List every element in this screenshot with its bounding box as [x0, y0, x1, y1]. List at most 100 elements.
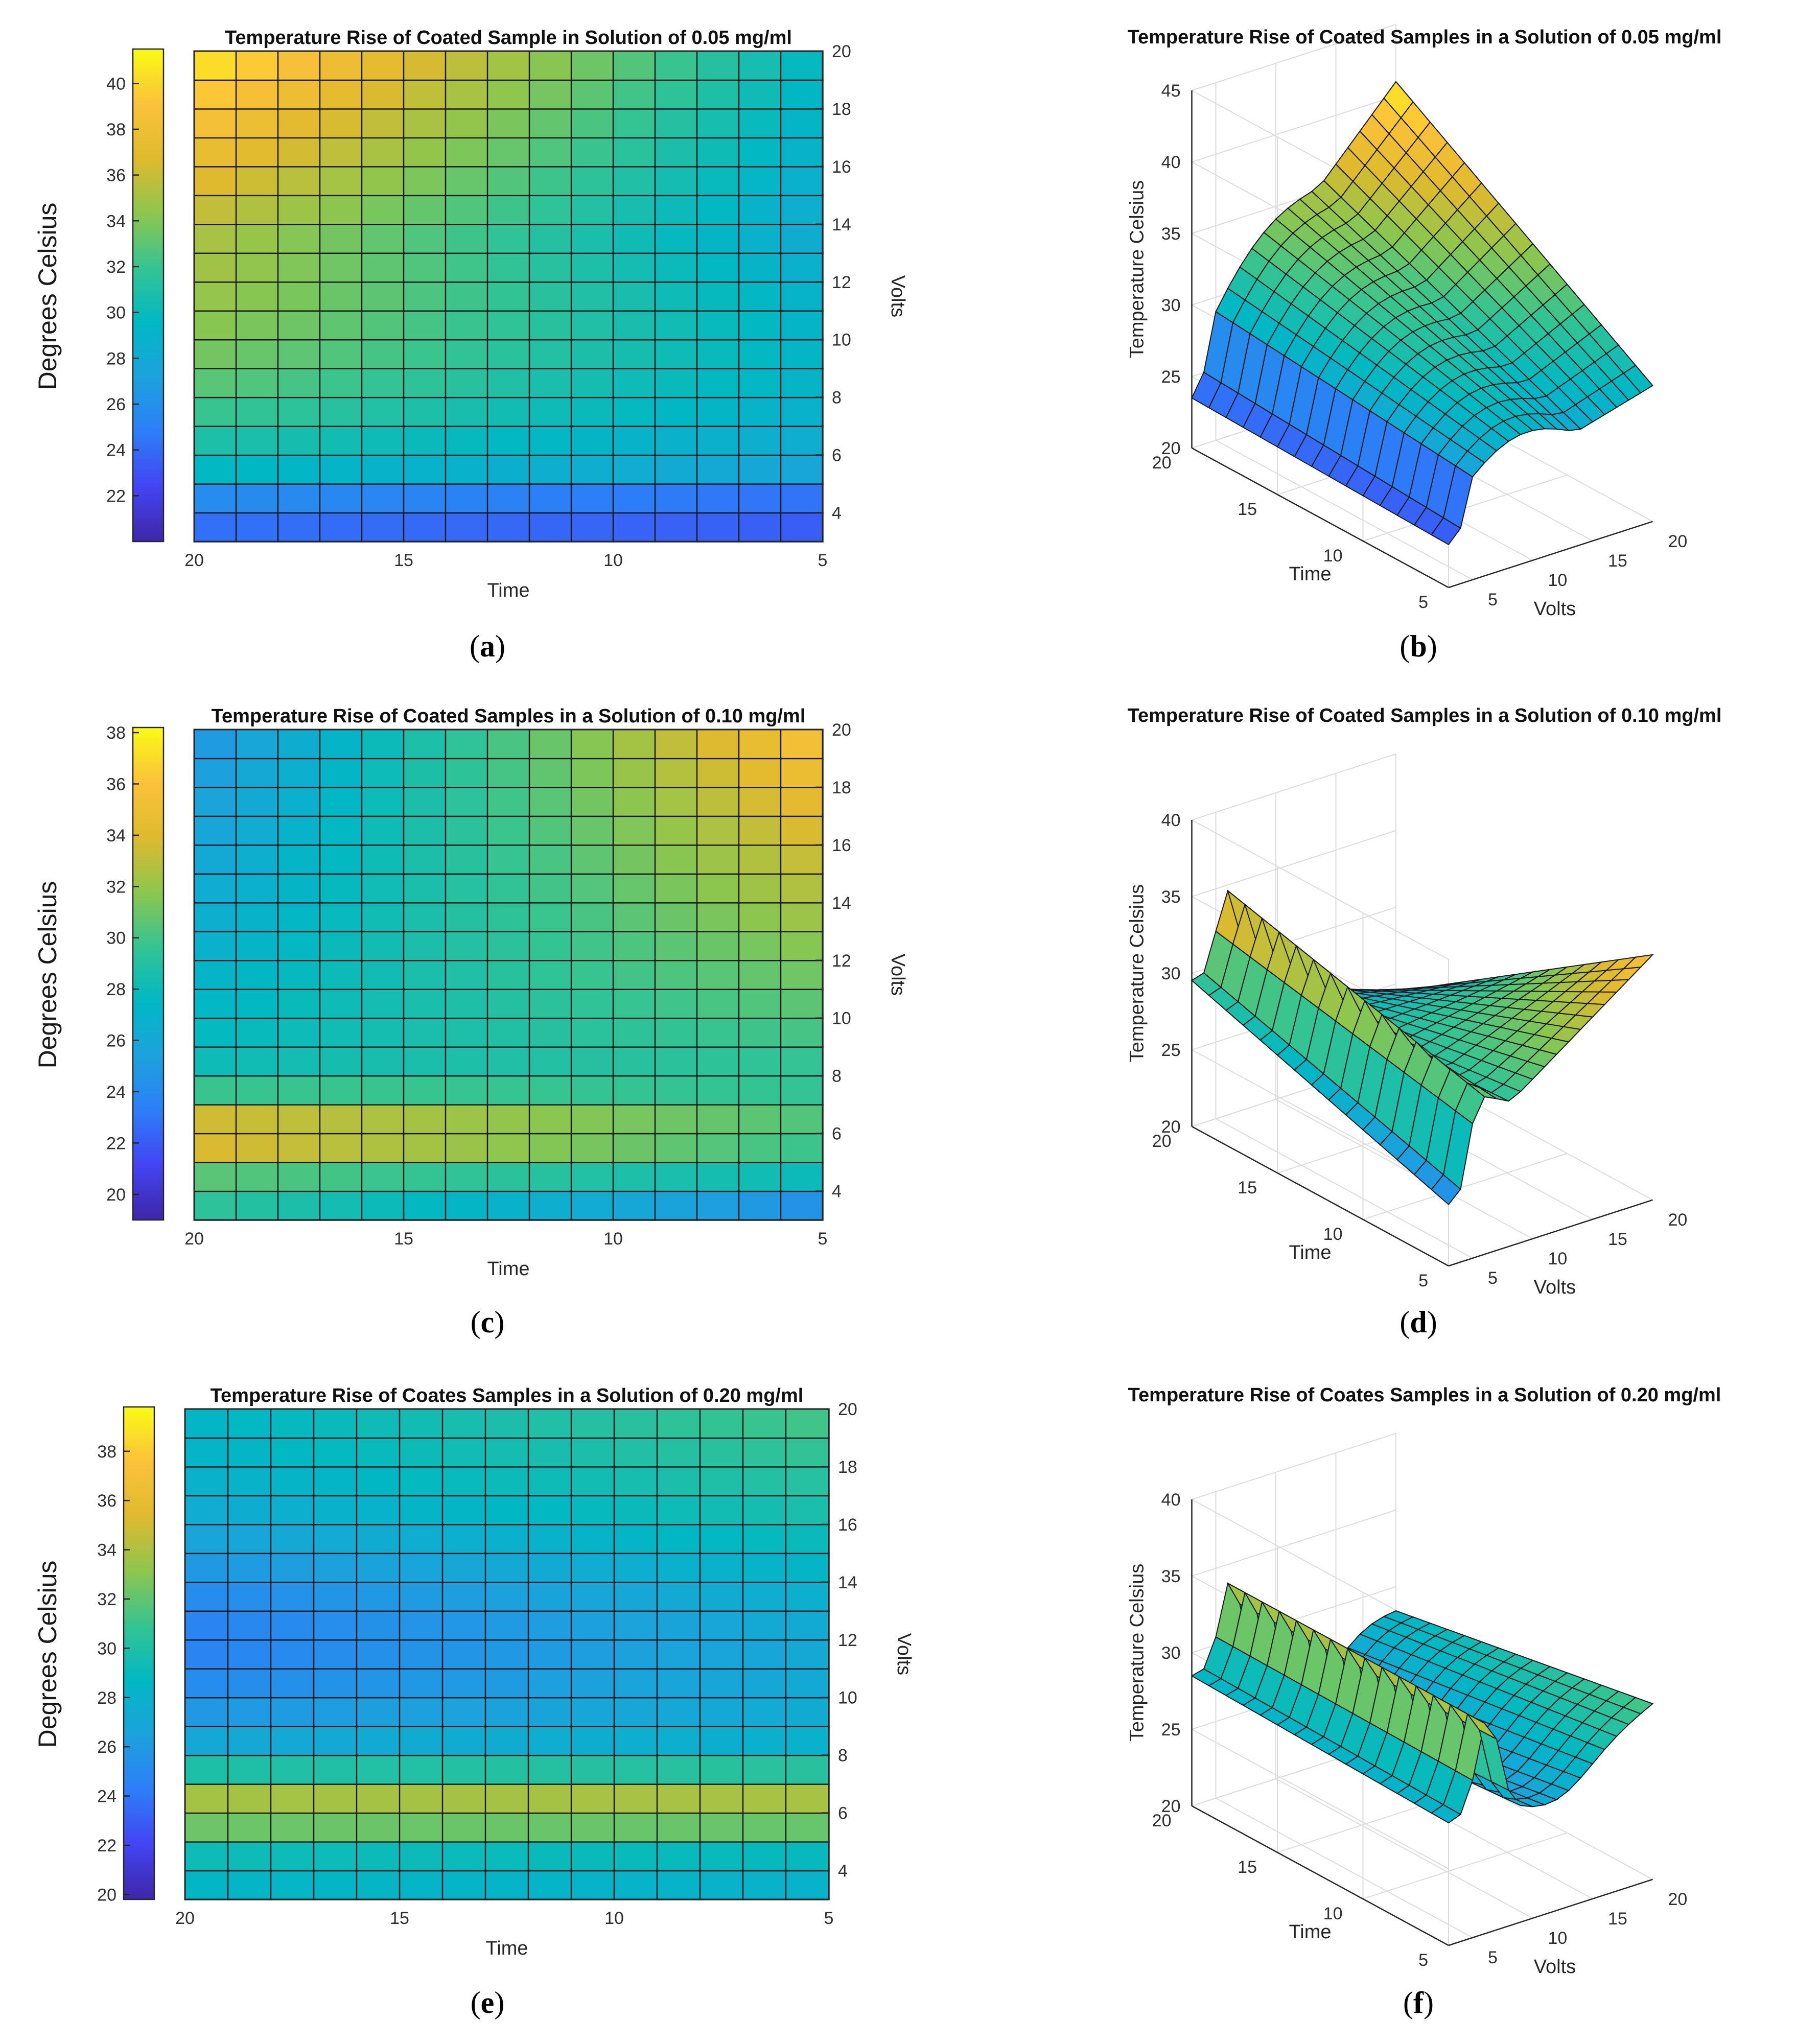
heatmap-cell — [484, 1581, 529, 1612]
heatmap-cell — [738, 1017, 782, 1048]
heatmap-cell — [785, 1841, 830, 1872]
volts-tick-label: 20 — [1668, 1210, 1688, 1230]
heatmap-cell — [528, 959, 572, 990]
heatmap-cell — [319, 1161, 363, 1192]
heatmap-cell — [270, 1697, 315, 1727]
heatmap-cell — [699, 1812, 744, 1843]
colorbar-tick-label: 36 — [106, 166, 126, 185]
time-tick-label: 5 — [1418, 1951, 1428, 1970]
volts-axis-label: Volts — [1534, 1277, 1576, 1298]
heatmap-cell — [277, 79, 321, 110]
heatmap-cell — [227, 1667, 272, 1699]
heatmap-cell — [738, 959, 782, 990]
heatmap-cell — [785, 1783, 830, 1814]
heatmap-cell — [785, 1754, 830, 1785]
heatmap-cell — [361, 367, 405, 398]
heatmap-cell — [570, 931, 614, 961]
heatmap-cell — [612, 281, 656, 312]
heatmap-cell — [528, 252, 572, 283]
heatmap-cell — [193, 195, 237, 225]
heatmap-cell — [612, 339, 656, 369]
heatmap-cell — [696, 137, 740, 168]
heatmap-cell — [486, 786, 530, 817]
heatmap-cell — [738, 988, 782, 1019]
heatmap-cell — [319, 483, 363, 514]
colorbar-label: Degrees Celsius — [33, 1561, 62, 1748]
heatmap-cell — [403, 1046, 447, 1077]
heatmap-cell — [277, 1133, 321, 1163]
heatmap-cell — [486, 195, 530, 225]
colorbar-tick-label: 30 — [106, 303, 126, 323]
heatmap-cell — [227, 1725, 272, 1756]
heatmap-cell — [193, 844, 237, 875]
heatmap-cell — [738, 50, 782, 81]
heatmap-cell — [699, 1841, 744, 1872]
z-tick-label: 40 — [1161, 1490, 1181, 1510]
heatmap-cell — [184, 1697, 229, 1727]
heatmap-cell — [738, 79, 782, 110]
x-tick-label: 5 — [824, 1909, 834, 1928]
heatmap-cell — [570, 1581, 615, 1612]
heatmap-cell — [527, 1841, 572, 1872]
time-tick-label: 10 — [1323, 546, 1343, 566]
heatmap-cell — [738, 1075, 782, 1106]
heatmap-cell — [528, 137, 572, 168]
heatmap-cell — [696, 931, 740, 961]
heatmap-cell — [613, 1408, 658, 1439]
heatmap-cell — [227, 1639, 272, 1670]
heatmap-cell — [484, 1697, 529, 1727]
z-tick-label: 25 — [1161, 1720, 1181, 1740]
heatmap-cell — [445, 873, 488, 904]
heatmap-cell — [399, 1697, 444, 1727]
volts-tick-label: 15 — [1608, 1909, 1627, 1929]
floor-grid-line — [1216, 439, 1473, 580]
colorbar-tick-label: 34 — [106, 212, 126, 231]
heatmap-cell — [399, 1725, 444, 1756]
heatmap-cell — [361, 758, 405, 788]
heatmap-cell — [270, 1812, 315, 1843]
heatmap-cell — [445, 758, 488, 788]
heatmap-cell — [742, 1610, 787, 1641]
heatmap-cell — [277, 339, 321, 369]
heatmap-cell — [445, 902, 488, 933]
heatmap-cell — [441, 1725, 486, 1756]
heatmap-cell — [527, 1610, 572, 1641]
heatmap-cell — [361, 1161, 405, 1192]
heatmap-cell — [613, 1523, 658, 1555]
heatmap-cell — [528, 815, 572, 846]
heatmap-cell — [403, 873, 447, 904]
heatmap-cell — [696, 339, 740, 369]
heatmap-cell — [527, 1639, 572, 1670]
heatmap-cell — [528, 1190, 572, 1221]
heatmap-cell — [441, 1523, 486, 1555]
heatmap-cell — [654, 223, 698, 254]
heatmap-cell — [738, 137, 782, 168]
heatmap-cell — [445, 50, 488, 81]
heatmap-cell — [235, 988, 279, 1019]
heatmap-cell — [570, 1017, 614, 1048]
heatmap-cell — [696, 223, 740, 254]
heatmap-cell — [570, 339, 614, 369]
floor-grid-line — [1275, 1778, 1533, 1919]
heatmap-cell — [656, 1639, 701, 1670]
heatmap-cell — [235, 786, 279, 817]
heatmap-cell — [612, 1161, 656, 1192]
colorbar-tick-label: 28 — [106, 349, 126, 368]
heatmap-cell — [738, 339, 782, 369]
heatmap-cell — [780, 166, 824, 197]
heatmap-cell — [696, 902, 740, 933]
y-tick-label: 10 — [838, 1688, 857, 1708]
time-tick-label: 10 — [1323, 1225, 1343, 1244]
heatmap-cell — [235, 454, 279, 485]
heatmap-cell — [570, 988, 614, 1019]
heatmap-cell — [699, 1639, 744, 1670]
heatmap-cell — [527, 1754, 572, 1785]
heatmap-cell — [486, 1103, 530, 1135]
heatmap-cell — [528, 931, 572, 961]
colorbar-label: Degrees Celsius — [33, 881, 62, 1069]
heatmap-cell — [445, 166, 488, 197]
heatmap-cell — [612, 988, 656, 1019]
heatmap-cell — [193, 512, 237, 543]
heatmap-cell — [486, 396, 530, 427]
x-axis-label: Time — [487, 580, 529, 601]
